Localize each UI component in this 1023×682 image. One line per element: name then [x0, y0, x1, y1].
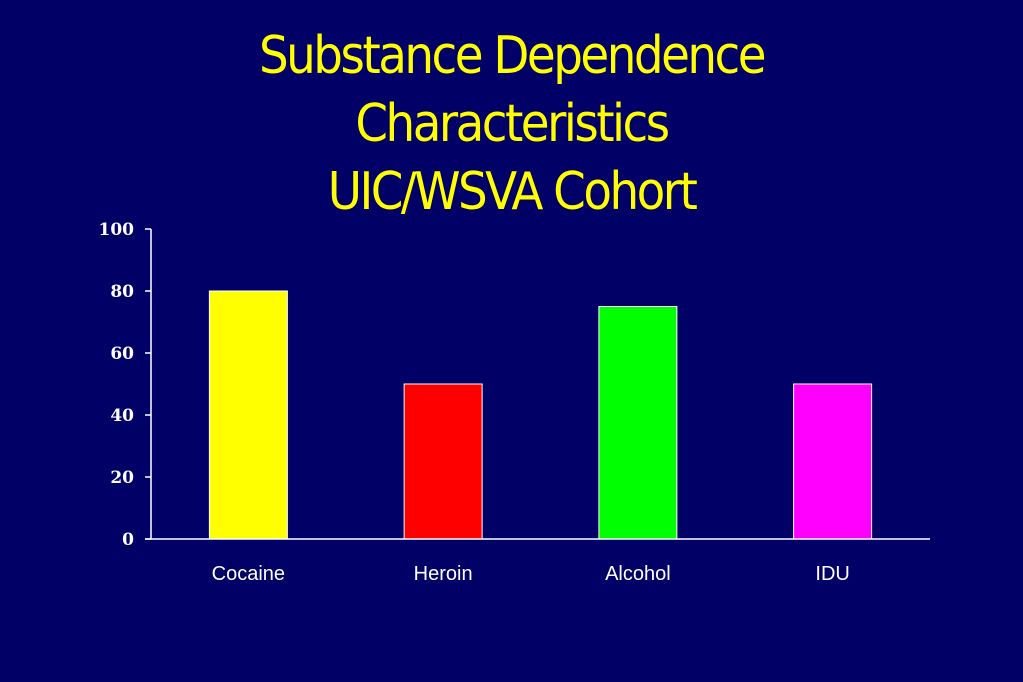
y-tick-label-20: 20 — [110, 468, 134, 488]
bar-heroin — [403, 383, 483, 540]
x-label-cocaine: Cocaine — [212, 563, 285, 585]
title-line-1: Substance Dependence — [258, 26, 767, 86]
title-line-2: Characteristics — [355, 94, 670, 154]
bar-idu — [793, 383, 873, 540]
x-label-heroin: Heroin — [414, 563, 473, 585]
y-ticks-group: 0 20 40 60 80 100 — [99, 220, 151, 550]
x-labels-group: Cocaine Heroin Alcohol IDU — [212, 563, 850, 585]
y-tick-label-0: 0 — [122, 530, 134, 550]
slide-title: Substance Dependence Characteristics UIC… — [0, 22, 1023, 226]
y-tick-label-100: 100 — [99, 220, 135, 240]
x-label-idu: IDU — [815, 563, 849, 585]
y-tick-label-80: 80 — [110, 282, 134, 302]
bar-alcohol — [598, 306, 678, 540]
title-line-3: UIC/WSVA Cohort — [327, 162, 698, 222]
axes-group — [145, 229, 930, 540]
x-label-alcohol: Alcohol — [605, 563, 671, 585]
bars-group — [208, 290, 873, 540]
y-tick-label-40: 40 — [110, 406, 134, 426]
y-tick-label-60: 60 — [110, 344, 134, 364]
bar-cocaine — [208, 290, 288, 540]
